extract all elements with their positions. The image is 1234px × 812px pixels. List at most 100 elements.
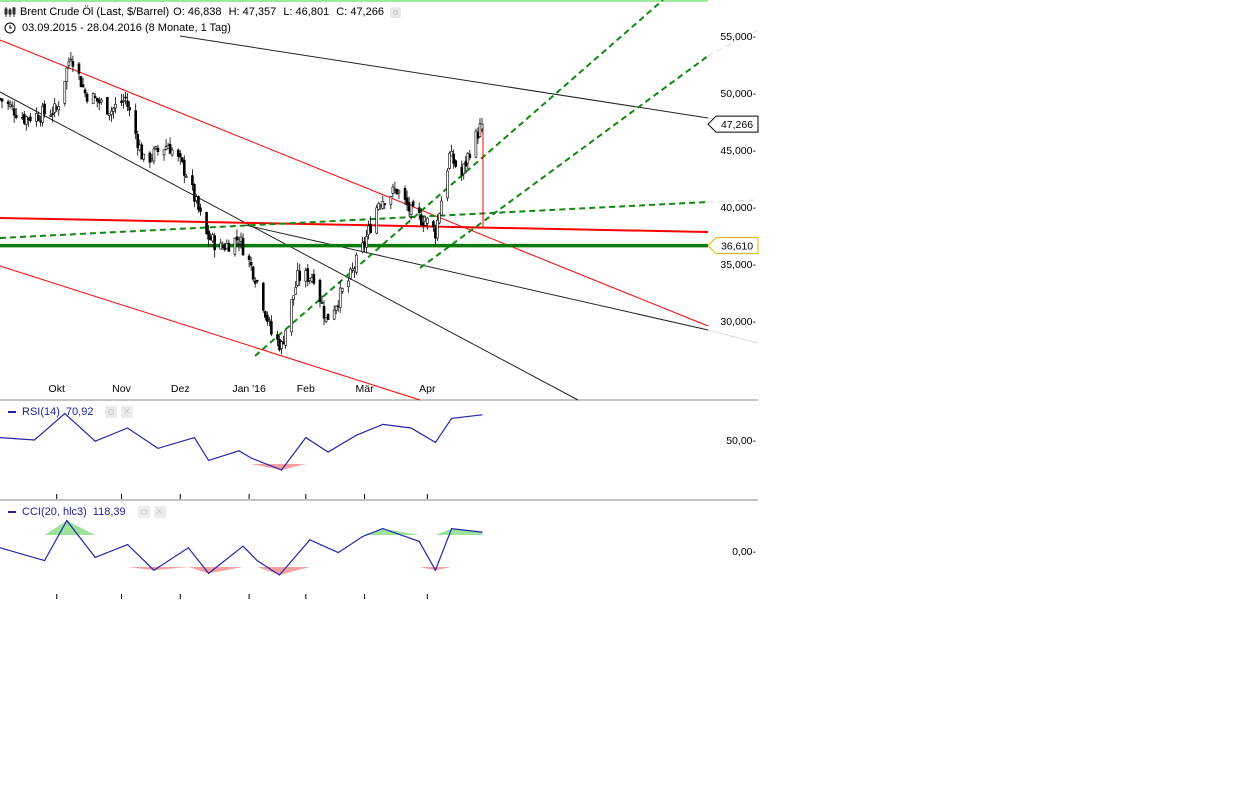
rsi-legend: RSI(14) 70,92 (8, 404, 134, 419)
candle-body (97, 99, 101, 104)
candle-body (55, 106, 59, 110)
candle-body (35, 113, 38, 122)
cci-close-icon[interactable] (153, 504, 166, 518)
cci-settings-icon[interactable] (137, 506, 150, 518)
rsi-point (305, 437, 307, 439)
candlestick-icon (4, 6, 16, 18)
rsi-close-icon[interactable] (121, 404, 134, 418)
candle-body (8, 103, 12, 107)
candle-body (355, 254, 358, 273)
candle-body (318, 279, 322, 303)
candle-body (69, 58, 73, 61)
candle-body (120, 100, 123, 103)
candle-body (436, 220, 439, 239)
candle-body (261, 282, 265, 311)
cci-oversold-fill (0, 567, 482, 575)
candle-body (164, 146, 168, 150)
candle-body (462, 163, 466, 174)
rsi-point (0, 437, 1, 439)
candle-body (312, 274, 316, 284)
price-tick-label: 30,000- (720, 316, 756, 328)
candle-body (361, 242, 364, 253)
chart-svg[interactable]: 55,000- 50,000- 45,000- 40,000- 35,000- 30,00… (0, 0, 760, 600)
candle-body (185, 176, 188, 178)
candle-body (276, 334, 279, 340)
candle-body (170, 149, 174, 156)
candle-body (383, 203, 387, 205)
candle-body (326, 313, 330, 320)
candle-body (438, 213, 441, 224)
candle-body (150, 158, 154, 161)
candle-body (71, 61, 75, 67)
candle-body (106, 97, 109, 115)
candle-body (223, 247, 227, 251)
candle-body (57, 106, 61, 111)
rsi-settings-icon[interactable] (105, 406, 118, 418)
candle-body (209, 236, 212, 241)
rsi-point (33, 439, 36, 441)
candle-body (251, 266, 255, 280)
candle-body (49, 115, 52, 117)
candle-body (91, 93, 95, 105)
candle-body (83, 89, 87, 94)
candle-body (25, 116, 28, 125)
candle-body (14, 115, 18, 118)
candle-body (454, 160, 457, 167)
candle-body (43, 103, 46, 115)
ohlc-low: L: 46,801 (283, 6, 330, 18)
price-tick-label: 55,000- (720, 31, 756, 43)
instrument-name: Brent Crude Öl (Last, $/Barrel) (20, 6, 170, 18)
candle-body (93, 96, 97, 98)
candle-body (27, 117, 30, 120)
candle-body (63, 80, 67, 104)
cci-legend: CCI(20, hlc3) 118,39 (8, 504, 166, 519)
cci-point (278, 574, 281, 576)
candle-body (199, 207, 202, 212)
candle-body (468, 154, 472, 158)
candle-body (334, 305, 338, 311)
rsi-point (94, 440, 96, 442)
candle-body (239, 236, 243, 242)
candle-body (282, 341, 285, 345)
trendline-green-flat (0, 201, 709, 239)
candle-body (197, 196, 200, 210)
candle-body (460, 166, 464, 176)
candle-body (195, 196, 198, 202)
cci-point (43, 560, 46, 562)
candle-body (367, 225, 370, 236)
cci-overbought-fill (0, 520, 482, 535)
rsi-point (481, 414, 483, 416)
trendline-red-horizontal (0, 217, 709, 233)
candle-body (136, 134, 140, 148)
candle-body (304, 270, 308, 282)
settings-icon[interactable] (389, 6, 401, 18)
candle-body (264, 311, 267, 318)
cci-point (361, 536, 364, 538)
candle-body (176, 149, 180, 157)
cci-point (66, 520, 68, 522)
cci-point (187, 547, 189, 549)
price-tick-label: 40,000- (720, 202, 756, 214)
candle-body (407, 202, 411, 212)
cci-point (256, 560, 258, 562)
candle-body (112, 107, 115, 112)
candle-body (266, 314, 269, 322)
candle-body (253, 280, 257, 284)
candle-body (466, 153, 470, 164)
rsi-point (157, 447, 159, 449)
candle-body (306, 268, 310, 282)
candle-body (162, 149, 166, 156)
cci-point (242, 545, 244, 547)
candle-body (421, 222, 425, 226)
price-tick-label: 35,000- (720, 259, 756, 271)
candle-body (292, 295, 295, 300)
time-tick-label: Apr (419, 383, 436, 395)
rsi-point (327, 451, 329, 453)
candle-body (41, 106, 44, 123)
candle-body (397, 190, 401, 194)
candle-body (79, 76, 83, 88)
candle-body (140, 144, 144, 160)
chart-container[interactable]: 55,000- 50,000- 45,000- 40,000- 35,000- 30,00… (0, 0, 760, 600)
candle-body (290, 299, 293, 333)
candle-body (419, 214, 423, 226)
